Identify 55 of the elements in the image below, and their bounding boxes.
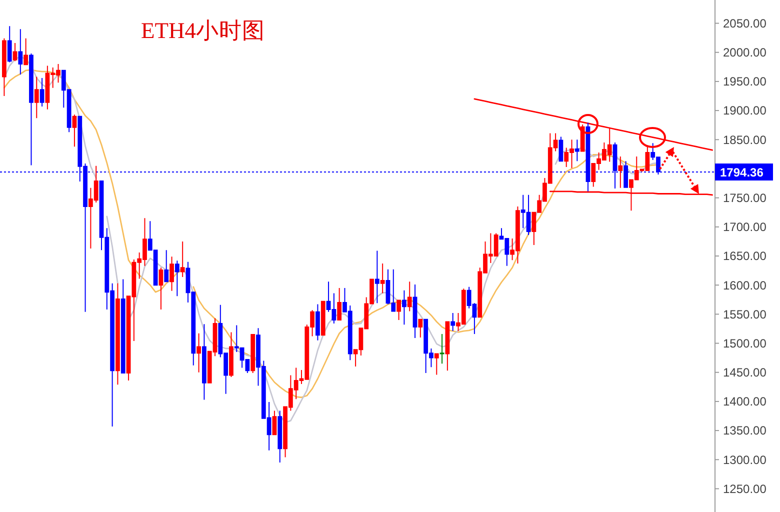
candlestick xyxy=(72,114,77,148)
candlestick xyxy=(337,288,342,320)
candlestick xyxy=(380,263,385,294)
y-tick-label: 1400.00 xyxy=(723,394,767,409)
candlestick xyxy=(34,76,39,119)
y-tick-label: 2050.00 xyxy=(723,16,767,30)
candlestick xyxy=(396,300,401,320)
candlestick xyxy=(170,256,174,292)
candlestick xyxy=(12,42,18,62)
candlestick xyxy=(402,290,406,326)
candlestick xyxy=(7,26,12,63)
candlestick xyxy=(434,353,439,376)
candlestick xyxy=(196,332,201,373)
candlestick xyxy=(374,250,380,304)
ref-line-label: 1794.36 xyxy=(720,166,764,180)
candlestick xyxy=(174,260,180,297)
y-tick-label: 1300.00 xyxy=(723,452,767,467)
candlestick xyxy=(412,284,418,339)
y-tick-label: 1350.00 xyxy=(723,424,767,438)
y-tick-label: 1500.00 xyxy=(723,336,767,350)
candlestick xyxy=(316,304,320,341)
candlestick xyxy=(164,250,169,282)
candlestick xyxy=(202,324,206,400)
candlestick xyxy=(40,77,44,107)
candlestick xyxy=(180,240,185,278)
candlestick xyxy=(574,139,580,162)
y-tick-label: 1550.00 xyxy=(723,307,767,322)
candlestick xyxy=(2,38,6,96)
candlestick xyxy=(250,334,256,374)
candlestick xyxy=(18,28,23,75)
candlestick xyxy=(450,312,456,332)
y-tick-label: 1450.00 xyxy=(723,366,767,380)
candlestick xyxy=(407,281,412,312)
y-tick-label: 1850.00 xyxy=(723,132,767,147)
candlestick xyxy=(418,318,423,338)
candlestick xyxy=(320,300,326,336)
candlestick xyxy=(278,410,282,464)
y-tick-label: 1950.00 xyxy=(723,74,767,89)
y-tick-label: 2000.00 xyxy=(723,46,767,60)
y-tick-label: 1900.00 xyxy=(723,104,767,118)
y-tick-label: 1650.00 xyxy=(723,249,767,264)
candlestick xyxy=(440,333,444,364)
candlestick xyxy=(24,38,28,66)
y-tick-label: 1700.00 xyxy=(723,220,767,234)
y-tick-label: 1600.00 xyxy=(723,278,767,292)
candlestick xyxy=(229,332,234,378)
candlestick xyxy=(158,267,164,310)
text: ETH4小时图 xyxy=(141,18,265,43)
candlestick xyxy=(116,282,120,386)
y-tick-label: 1750.00 xyxy=(723,191,767,206)
candlestick xyxy=(618,156,623,188)
candlestick xyxy=(445,321,450,372)
candlestick xyxy=(120,278,126,374)
y-tick-label: 1250.00 xyxy=(723,482,767,496)
candlestick xyxy=(29,53,34,166)
